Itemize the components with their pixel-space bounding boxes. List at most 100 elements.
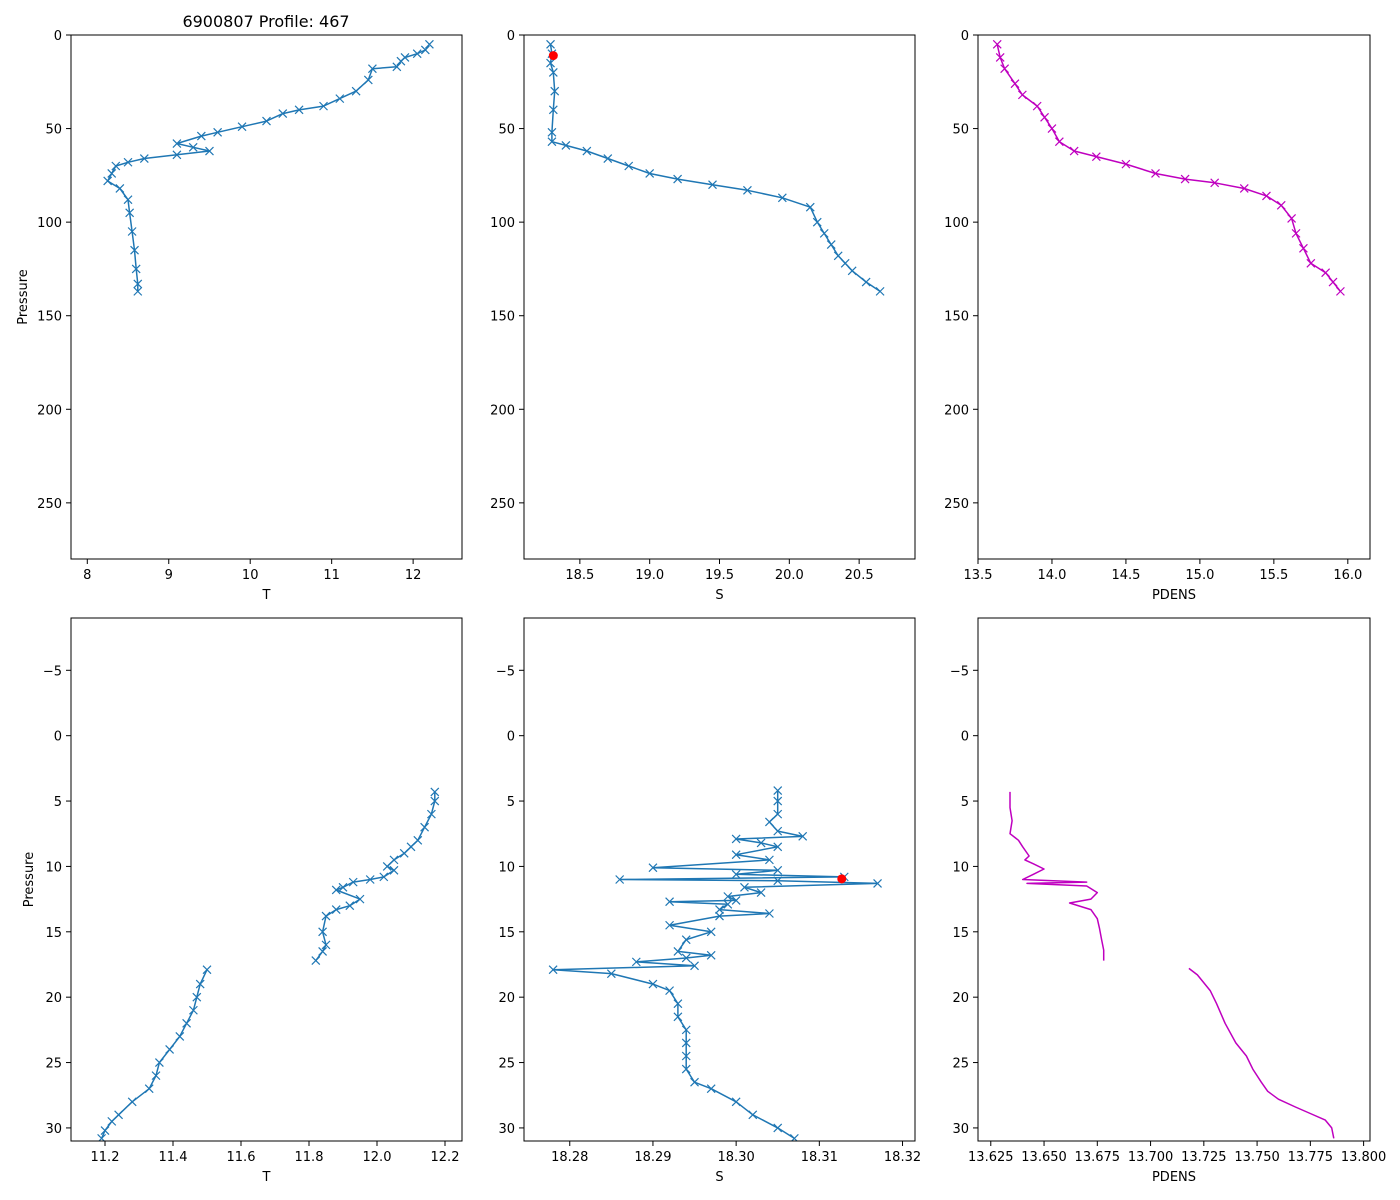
series-b-point	[144, 1084, 154, 1094]
plot-area	[548, 786, 882, 1141]
series-point	[318, 927, 328, 937]
x-axis-label: PDENS	[1152, 588, 1196, 603]
x-tick-label: 18.29	[634, 1150, 671, 1165]
series-point	[130, 245, 139, 255]
series-point	[789, 1133, 799, 1141]
plot-area	[103, 39, 434, 296]
flagged-point	[548, 51, 558, 61]
series-point	[715, 911, 724, 921]
y-tick-label: 20	[498, 991, 515, 1006]
series-b-point	[188, 1005, 198, 1015]
series-point	[673, 946, 683, 956]
series-point	[396, 56, 406, 66]
series-point	[582, 146, 592, 156]
series-point	[131, 264, 141, 274]
panel-4: 11.2 11.4 11.6 11.8 12.0 12.2 −5 0 5 10 15 20 25 30 T P…	[22, 617, 463, 1185]
series-point	[995, 53, 1005, 62]
series-point	[188, 142, 198, 152]
series-point	[205, 146, 214, 156]
y-tick-label: −5	[43, 664, 62, 679]
series-point	[103, 176, 113, 186]
series-point	[665, 897, 675, 907]
series-point	[1287, 213, 1297, 223]
series-point	[743, 185, 752, 195]
series-point	[1321, 268, 1331, 278]
series-point	[723, 899, 733, 909]
series-point	[665, 986, 675, 996]
series-b-point	[107, 1116, 117, 1126]
series-point	[819, 228, 829, 238]
series-point	[547, 127, 557, 137]
panel-1: 8 9 10 11 12 0 50 100 150 200 250 T Pressure	[16, 29, 463, 603]
series-point	[392, 62, 402, 72]
series-point	[420, 822, 430, 832]
series-point	[861, 277, 871, 287]
panel-2: 18.5 19.0 19.5 20.0 20.5 0 50 100 150 200 250 S	[490, 29, 916, 603]
series-point	[731, 1097, 741, 1107]
y-tick-label: 30	[952, 1122, 969, 1137]
series-point	[331, 885, 341, 895]
x-tick-label: 13.725	[1181, 1150, 1227, 1165]
series-point	[1047, 124, 1057, 133]
x-tick-label: 19.0	[635, 568, 664, 583]
series-b-point	[165, 1045, 175, 1054]
series-point	[873, 878, 882, 888]
series-point	[133, 279, 143, 289]
series-point	[111, 161, 121, 171]
y-tick-label: 200	[944, 403, 969, 418]
y-tick-label: 150	[37, 310, 62, 325]
y-tick-label: 5	[54, 795, 62, 810]
y-tick-label: 20	[45, 991, 62, 1006]
series-point	[992, 39, 1002, 49]
x-tick-label: 14.0	[1037, 568, 1066, 583]
x-tick-label: 13.5	[964, 568, 993, 583]
series-point	[1262, 191, 1271, 201]
y-axis-label: Pressure	[16, 269, 31, 325]
series-point	[262, 116, 271, 126]
series-point	[1000, 64, 1010, 74]
series-point	[1299, 243, 1308, 253]
series-point	[690, 961, 699, 971]
series-point	[1180, 174, 1190, 184]
series-line	[1009, 791, 1105, 961]
series-b-line	[1188, 967, 1335, 1139]
series-point	[548, 105, 558, 115]
series-point	[426, 809, 436, 819]
series-point	[1210, 178, 1220, 188]
y-tick-label: −5	[496, 664, 515, 679]
y-tick-label: 20	[952, 991, 969, 1006]
series-b-point	[182, 1018, 192, 1028]
y-tick-label: 0	[961, 29, 969, 44]
series-point	[777, 193, 787, 203]
x-tick-label: 18.5	[565, 568, 594, 583]
y-tick-label: 5	[961, 795, 969, 810]
series-point	[706, 927, 716, 937]
series-point	[348, 877, 358, 887]
y-tick-label: 200	[37, 403, 62, 418]
x-axis-label: T	[262, 588, 271, 603]
series-point	[1276, 200, 1286, 210]
x-tick-label: 18.31	[801, 1150, 838, 1165]
series-point	[648, 979, 658, 989]
series-b-point	[114, 1110, 124, 1120]
series-point	[196, 131, 206, 141]
x-axis-label: S	[715, 588, 723, 603]
y-tick-label: 5	[507, 795, 515, 810]
series-point	[355, 894, 365, 904]
series-point	[645, 169, 655, 178]
series-point	[389, 855, 399, 865]
series-b-point	[202, 965, 212, 975]
x-axis-label: PDENS	[1152, 1170, 1196, 1185]
y-tick-label: 100	[944, 216, 969, 231]
series-point	[875, 286, 885, 296]
series-point	[547, 137, 557, 147]
x-tick-label: 8	[83, 568, 91, 583]
series-point	[773, 809, 783, 819]
series-point	[847, 266, 857, 276]
y-tick-label: 15	[952, 926, 969, 941]
series-point	[389, 865, 399, 875]
flagged-point	[837, 874, 847, 884]
series-point	[1306, 258, 1316, 268]
